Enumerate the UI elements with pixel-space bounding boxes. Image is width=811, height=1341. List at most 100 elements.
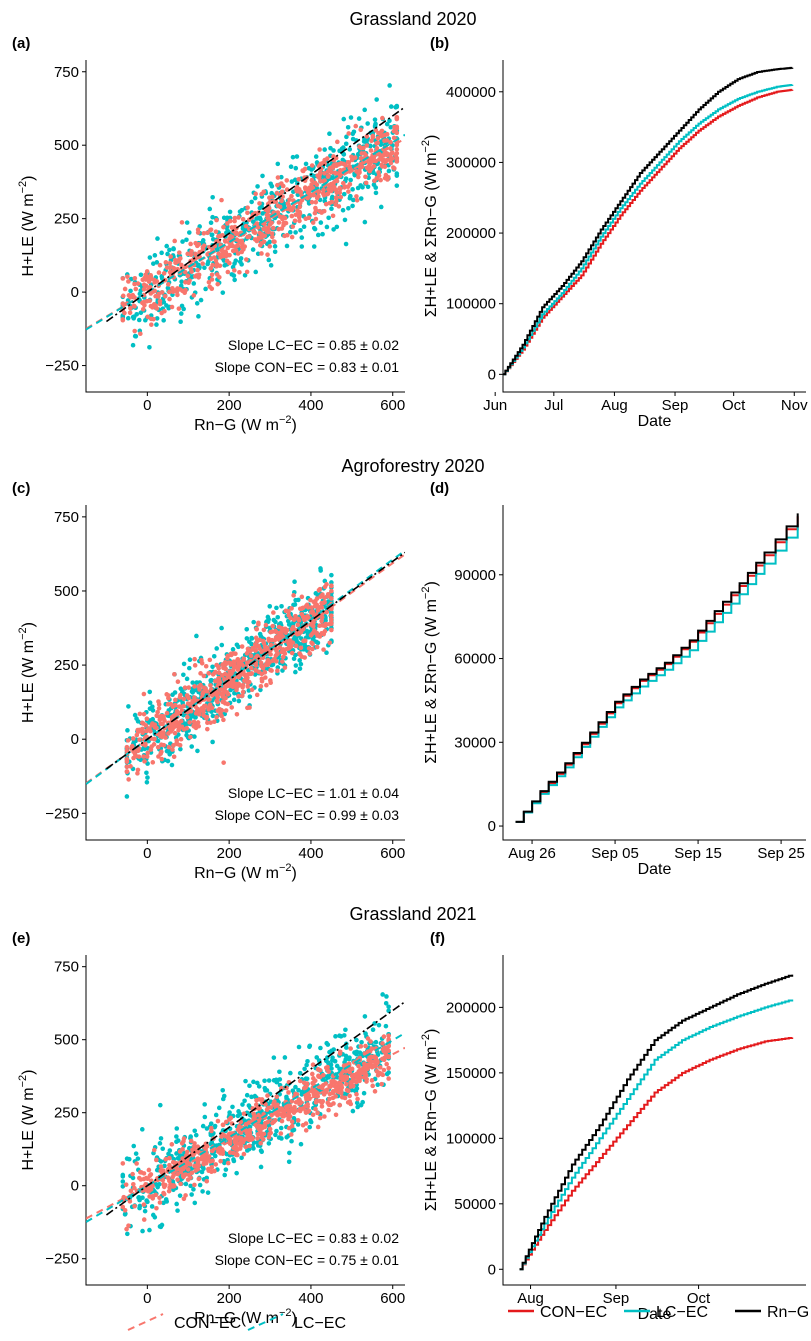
scatter-point xyxy=(307,1044,312,1050)
scatter-point xyxy=(284,187,290,192)
scatter-point xyxy=(154,713,160,719)
scatter-point xyxy=(123,1182,129,1187)
scatter-point xyxy=(302,1066,307,1072)
scatter-point xyxy=(205,252,210,257)
scatter-point xyxy=(249,1094,254,1100)
scatter-point xyxy=(334,1089,340,1094)
scatter-point xyxy=(141,1217,147,1222)
x-tick-label: 200 xyxy=(217,1290,242,1307)
scatter-point xyxy=(188,708,194,714)
scatter-point xyxy=(331,184,337,190)
scatter-point xyxy=(148,728,153,734)
scatter-point xyxy=(206,707,211,712)
scatter-point xyxy=(308,622,314,627)
scatter-point xyxy=(255,225,261,230)
y-tick-label: 150000 xyxy=(446,1065,496,1082)
scatter-point xyxy=(165,1175,171,1181)
scatter-point xyxy=(333,1112,339,1118)
scatter-point xyxy=(352,172,358,178)
scatter-point xyxy=(174,741,179,746)
scatter-point xyxy=(321,187,326,193)
scatter-point xyxy=(274,659,279,664)
scatter-point xyxy=(371,163,377,169)
scatter-point xyxy=(195,267,200,273)
scatter-point xyxy=(208,256,214,261)
x-axis-label-text: Rn−G (W m xyxy=(194,417,279,434)
scatter-point xyxy=(371,182,377,188)
scatter-point xyxy=(195,1144,201,1149)
scatter-point xyxy=(332,1058,338,1064)
axis-lines xyxy=(502,60,806,393)
panel-label: (e) xyxy=(12,930,30,947)
scatter-point xyxy=(254,216,259,221)
scatter-point xyxy=(202,1156,207,1161)
scatter-point xyxy=(356,1070,362,1076)
scatter-point xyxy=(267,199,273,205)
scatter-point xyxy=(181,696,187,702)
scatter-point xyxy=(279,1136,284,1141)
scatter-point xyxy=(258,684,264,689)
one-to-one-line xyxy=(105,551,405,770)
scatter-point xyxy=(303,161,309,167)
scatter-point xyxy=(216,670,222,676)
scatter-point xyxy=(322,147,327,152)
scatter-point xyxy=(177,286,183,292)
scatter-point xyxy=(342,184,348,189)
scatter-point xyxy=(267,1126,273,1132)
scatter-point xyxy=(322,578,328,584)
scatter-point xyxy=(298,606,304,612)
scatter-point xyxy=(348,1084,354,1089)
scatter-point xyxy=(175,1171,180,1177)
scatter-point xyxy=(247,639,252,645)
scatter-point xyxy=(347,1069,353,1075)
axis-lines xyxy=(85,60,405,393)
y-tick-label: 500 xyxy=(54,137,79,154)
scatter-point xyxy=(222,687,227,692)
scatter-point xyxy=(330,1095,336,1101)
one-to-one-line xyxy=(105,1001,405,1216)
scatter-point xyxy=(316,193,321,199)
slope-annotation: Slope CON−EC = 0.83 ± 0.01 xyxy=(215,359,400,375)
scatter-point xyxy=(315,1067,321,1072)
scatter-point xyxy=(124,759,130,765)
x-axis-label-exponent: −2 xyxy=(279,862,292,874)
scatter-point xyxy=(293,1099,299,1105)
scatter-point xyxy=(205,230,210,236)
scatter-point xyxy=(343,163,348,168)
scatter-point xyxy=(138,310,144,316)
scatter-point xyxy=(268,629,273,635)
scatter-point xyxy=(269,1112,274,1118)
scatter-point xyxy=(370,133,376,139)
scatter-point xyxy=(141,1171,147,1176)
plot-area xyxy=(515,513,799,823)
scatter-point xyxy=(381,1067,387,1073)
cumulative-line-lc-ec xyxy=(515,524,799,823)
scatter-point xyxy=(268,181,273,187)
scatter-point xyxy=(363,180,369,186)
scatter-point xyxy=(275,614,281,620)
scatter-point xyxy=(380,164,385,169)
scatter-point xyxy=(351,129,357,135)
scatter-point xyxy=(220,1087,226,1093)
scatter-point xyxy=(183,1181,189,1187)
y-axis-label-close: ) xyxy=(423,581,440,586)
scatter-point xyxy=(384,1061,389,1067)
scatter-point xyxy=(297,218,302,224)
scatter-point xyxy=(304,628,310,634)
scatter-point xyxy=(210,739,215,745)
y-axis-label-exponent: −2 xyxy=(17,1075,29,1088)
scatter-point xyxy=(178,718,184,724)
x-axis-label-close: ) xyxy=(292,417,297,434)
scatter-point xyxy=(231,659,237,665)
scatter-point xyxy=(295,1122,301,1127)
scatter-point xyxy=(203,286,208,292)
scatter-point xyxy=(228,233,233,239)
scatter-point xyxy=(314,639,319,645)
scatter-point xyxy=(329,572,334,578)
scatter-point xyxy=(143,743,148,748)
scatter-point xyxy=(196,314,201,319)
scatter-point xyxy=(120,1184,126,1189)
scatter-point xyxy=(313,205,318,211)
scatter-point xyxy=(205,726,210,732)
scatter-point xyxy=(263,675,268,680)
